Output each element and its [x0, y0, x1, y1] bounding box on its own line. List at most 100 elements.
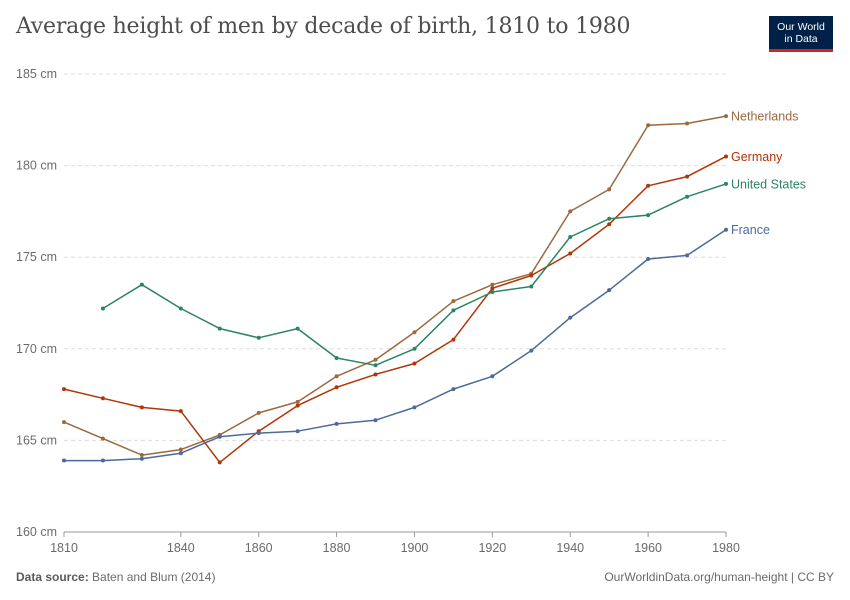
data-point[interactable] — [685, 194, 690, 199]
series-label-france[interactable]: France — [731, 223, 770, 237]
x-tick-label: 1920 — [478, 541, 506, 555]
series-line-united-states[interactable] — [102, 183, 727, 367]
data-point[interactable] — [178, 306, 183, 311]
data-point[interactable] — [607, 187, 612, 192]
data-point[interactable] — [139, 453, 144, 458]
data-point[interactable] — [178, 451, 183, 456]
data-point[interactable] — [295, 403, 300, 408]
data-point[interactable] — [217, 460, 222, 465]
data-point[interactable] — [451, 308, 456, 313]
series-label-germany[interactable]: Germany — [731, 150, 783, 164]
data-point[interactable] — [373, 357, 378, 362]
data-point[interactable] — [646, 183, 651, 188]
series-label-netherlands[interactable]: Netherlands — [731, 110, 798, 124]
logo-accent-bar — [769, 49, 833, 52]
data-point[interactable] — [100, 458, 105, 463]
data-point[interactable] — [568, 251, 573, 256]
data-point[interactable] — [451, 387, 456, 392]
data-point[interactable] — [412, 346, 417, 351]
data-point[interactable] — [607, 222, 612, 227]
data-point[interactable] — [724, 154, 728, 159]
data-point[interactable] — [295, 429, 300, 434]
series-line-netherlands[interactable] — [63, 115, 727, 456]
gridlines — [64, 73, 726, 441]
series-france[interactable] — [62, 227, 728, 463]
series-line-germany[interactable] — [63, 155, 727, 464]
data-point[interactable] — [451, 299, 456, 304]
x-tick-label: 1900 — [401, 541, 429, 555]
data-point[interactable] — [529, 284, 534, 289]
source-url-link[interactable]: OurWorldinData.org/human-height | CC BY — [604, 570, 834, 584]
data-point[interactable] — [178, 409, 183, 414]
series-labels: Netherlands Germany United States France — [731, 110, 806, 238]
x-tick-label: 1940 — [556, 541, 584, 555]
data-point[interactable] — [529, 273, 534, 278]
data-point[interactable] — [490, 282, 495, 287]
data-point[interactable] — [646, 213, 651, 218]
x-tick-label: 1840 — [167, 541, 195, 555]
data-point[interactable] — [490, 290, 495, 295]
data-point[interactable] — [724, 181, 728, 186]
data-point[interactable] — [139, 456, 144, 461]
data-point[interactable] — [412, 405, 417, 410]
data-source: Data source: Baten and Blum (2014) — [16, 570, 215, 584]
data-point[interactable] — [62, 420, 66, 425]
data-point[interactable] — [334, 385, 339, 390]
y-tick-label: 185 cm — [16, 67, 57, 81]
data-point[interactable] — [412, 330, 417, 335]
series-line-france[interactable] — [63, 228, 727, 462]
data-point[interactable] — [334, 355, 339, 360]
data-point[interactable] — [217, 326, 222, 331]
chart-title: Average height of men by decade of birth… — [16, 14, 631, 39]
data-point[interactable] — [62, 387, 66, 392]
x-tick-label: 1860 — [245, 541, 273, 555]
x-tick-label: 1960 — [634, 541, 662, 555]
data-point[interactable] — [100, 396, 105, 401]
series-united-states[interactable] — [100, 181, 728, 368]
data-point[interactable] — [256, 410, 261, 415]
data-point[interactable] — [295, 399, 300, 404]
data-point[interactable] — [646, 257, 651, 262]
data-point[interactable] — [139, 405, 144, 410]
data-point[interactable] — [334, 421, 339, 426]
data-point[interactable] — [451, 337, 456, 342]
data-point[interactable] — [373, 363, 378, 368]
owid-logo[interactable]: Our World in Data — [769, 16, 833, 52]
data-point[interactable] — [568, 315, 573, 320]
data-point[interactable] — [685, 121, 690, 126]
data-point[interactable] — [490, 374, 495, 379]
data-point[interactable] — [62, 458, 66, 463]
logo-line-1: Our World — [777, 21, 825, 33]
data-point[interactable] — [217, 434, 222, 439]
data-point[interactable] — [568, 235, 573, 240]
data-point[interactable] — [139, 282, 144, 287]
data-point[interactable] — [256, 431, 261, 436]
data-point[interactable] — [685, 174, 690, 179]
data-point[interactable] — [685, 253, 690, 258]
data-point[interactable] — [100, 306, 105, 311]
data-point[interactable] — [178, 447, 183, 452]
axes: 160 cm 165 cm 170 cm 175 cm 180 cm 185 cm 1810… — [16, 67, 740, 555]
data-point[interactable] — [295, 326, 300, 331]
y-tick-label: 160 cm — [16, 525, 57, 539]
series — [62, 114, 728, 465]
data-point[interactable] — [646, 123, 651, 128]
x-tick-label: 1980 — [712, 541, 740, 555]
data-point[interactable] — [373, 372, 378, 377]
data-point[interactable] — [490, 286, 495, 291]
series-netherlands[interactable] — [62, 114, 728, 458]
data-point[interactable] — [607, 288, 612, 293]
data-point[interactable] — [373, 418, 378, 423]
data-point[interactable] — [607, 216, 612, 221]
data-point[interactable] — [100, 436, 105, 441]
data-point[interactable] — [724, 227, 728, 232]
data-point[interactable] — [724, 114, 728, 119]
data-point[interactable] — [334, 374, 339, 379]
data-point[interactable] — [568, 209, 573, 214]
data-point[interactable] — [529, 348, 534, 353]
data-point[interactable] — [412, 361, 417, 366]
series-germany[interactable] — [62, 154, 728, 465]
data-point[interactable] — [256, 335, 261, 340]
series-label-united-states[interactable]: United States — [731, 177, 806, 191]
